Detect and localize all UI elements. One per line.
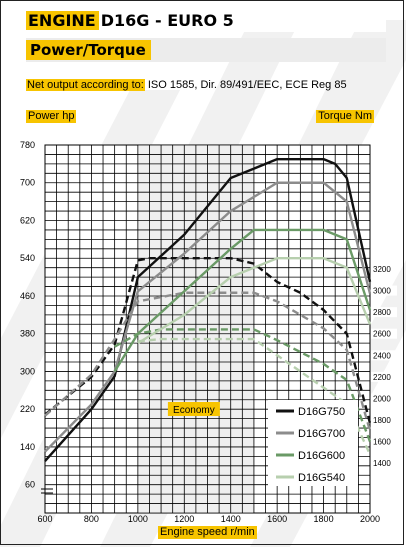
economy-label-group: Economy <box>167 402 220 416</box>
legend-box <box>268 400 358 486</box>
y-right-tick-label: 2200 <box>373 373 391 382</box>
torque-curve-d16g750 <box>44 257 372 424</box>
torque-curve-d16g540 <box>137 337 372 455</box>
engine-label: ENGINE <box>26 11 99 30</box>
y-left-tick-label: 220 <box>20 404 35 414</box>
power-curve-d16g700 <box>44 181 372 453</box>
y-left-tick-label: 540 <box>20 253 35 263</box>
y-right-tick-label: 3200 <box>373 265 391 274</box>
engine-model: D16G - EURO 5 <box>100 11 234 30</box>
y-right-tick-label: 2000 <box>373 394 391 403</box>
y-right-tick-bg <box>371 414 397 425</box>
y-right-tick-bg <box>371 436 397 447</box>
y-left-tick-label: 380 <box>20 329 35 339</box>
y-right-tick-bg <box>371 264 397 275</box>
power-curve-d16g540 <box>137 257 372 345</box>
y-right-tick-bg <box>371 328 397 339</box>
x-tick-label: 800 <box>84 514 99 524</box>
power-curve-d16g750 <box>44 157 372 462</box>
y-right-tick-label: 2600 <box>373 330 391 339</box>
legend-label-d16g750: D16G750 <box>298 406 345 418</box>
subtitle-bar: Power/Torque <box>26 38 386 62</box>
legend: D16G750 D16G700 D16G600 D16G540 <box>268 400 358 486</box>
y-left-tick-label: 460 <box>20 291 35 301</box>
y-right-tick-label: 1400 <box>373 459 391 468</box>
x-tick-label: 600 <box>37 514 52 524</box>
y-right-tick-bg <box>371 350 397 361</box>
y-left-tick-label: 620 <box>20 215 35 225</box>
net-output-line: Net output according to: ISO 1585, Dir. … <box>26 78 347 92</box>
economy-label: Economy <box>173 405 215 416</box>
y-right-tick-bg <box>371 458 397 469</box>
y-left-tick-label: 700 <box>20 178 35 188</box>
legend-label-d16g700: D16G700 <box>298 428 345 440</box>
y-right-tick-bg <box>371 285 397 296</box>
legend-label-d16g600: D16G600 <box>298 450 345 462</box>
x-tick-label: 1000 <box>128 514 148 524</box>
x-tick-label: 2000 <box>360 514 380 524</box>
title-bar: ENGINE D16G - EURO 5 <box>26 10 386 32</box>
x-tick-label: 1200 <box>174 514 194 524</box>
y-right-tick-bg <box>371 393 397 404</box>
net-output-standards: ISO 1585, Dir. 89/491/EEC, ECE Reg 85 <box>147 79 347 91</box>
power-curve-d16g600 <box>113 228 372 373</box>
economy-label-bg <box>167 402 220 416</box>
torque-curve-d16g600 <box>114 328 372 442</box>
y-left-tick-label: 300 <box>20 366 35 376</box>
x-tick-label: 1800 <box>314 514 334 524</box>
y-right-tick-label: 1800 <box>373 416 391 425</box>
y-right-tick-label: 3000 <box>373 287 391 296</box>
y-left-tick-label: 780 <box>20 140 35 150</box>
y-right-axis-label: Torque Nm <box>316 110 374 123</box>
y-left-tick-label: 60 <box>25 480 35 490</box>
y-right-tick-label: 2400 <box>373 351 391 360</box>
x-axis-label: Engine speed r/min <box>158 526 257 539</box>
y-right-tick-label: 2800 <box>373 308 391 317</box>
torque-curve-d16g700 <box>44 291 372 432</box>
y-right-tick-label: 1600 <box>373 438 391 447</box>
x-tick-label: 1400 <box>221 514 241 524</box>
net-output-label: Net output according to: <box>26 79 145 91</box>
subtitle: Power/Torque <box>26 40 151 60</box>
y-left-axis-label: Power hp <box>26 110 77 123</box>
x-tick-label: 1600 <box>267 514 287 524</box>
legend-label-d16g540: D16G540 <box>298 472 345 484</box>
y-left-tick-label: 140 <box>20 442 35 452</box>
y-right-tick-bg <box>371 371 397 382</box>
y-right-tick-bg <box>371 307 397 318</box>
